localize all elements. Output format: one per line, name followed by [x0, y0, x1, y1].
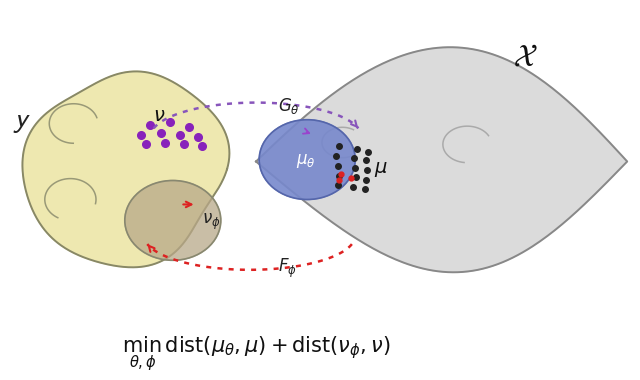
Ellipse shape: [125, 180, 221, 260]
Polygon shape: [22, 71, 229, 267]
Text: $\underset{\theta,\phi}{\min}\,\mathrm{dist}(\mu_\theta,\mu)+\mathrm{dist}(\nu_\: $\underset{\theta,\phi}{\min}\,\mathrm{d…: [122, 334, 390, 372]
Text: $\nu$: $\nu$: [152, 106, 165, 125]
Text: $\mu$: $\mu$: [374, 160, 388, 179]
Text: $F_\phi$: $F_\phi$: [278, 256, 297, 280]
Text: $\mathcal{X}$: $\mathcal{X}$: [513, 41, 537, 73]
Text: $\mathcal{y}$: $\mathcal{y}$: [13, 108, 31, 135]
Text: $\mu_\theta$: $\mu_\theta$: [296, 152, 316, 170]
Text: $G_\theta$: $G_\theta$: [278, 97, 300, 116]
Text: $\nu_\phi$: $\nu_\phi$: [202, 212, 220, 233]
Polygon shape: [256, 47, 627, 272]
Ellipse shape: [259, 120, 355, 200]
